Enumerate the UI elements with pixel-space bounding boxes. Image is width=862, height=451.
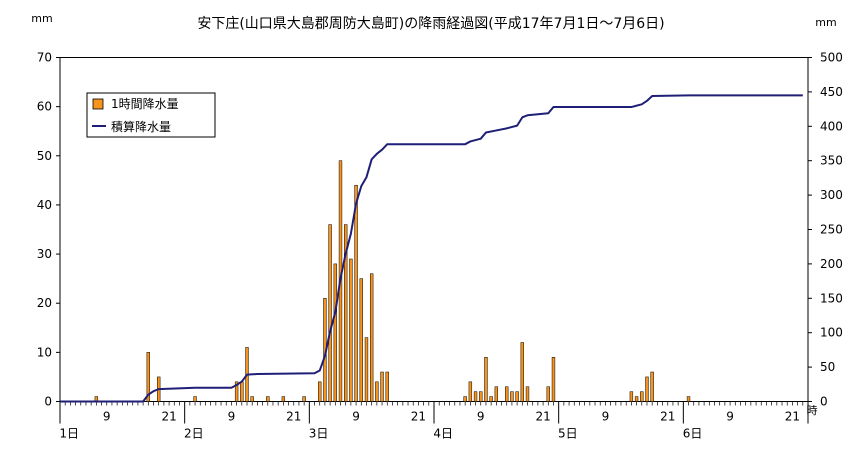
right-tick-label: 500 (820, 51, 843, 65)
legend-box (86, 92, 216, 138)
hourly-rainfall-bars (94, 160, 691, 402)
x-hour-label: 9 (602, 410, 610, 424)
legend-line-label: 積算降水量 (111, 119, 171, 134)
left-tick-label: 60 (37, 100, 52, 114)
rainfall-bar (479, 391, 483, 402)
x-hour-label: 9 (726, 410, 734, 424)
x-hour-label: 21 (535, 410, 550, 424)
cumulative-rainfall-line (60, 94, 803, 403)
right-tick-label: 300 (820, 188, 843, 202)
x-day-label: 2日 (184, 427, 204, 441)
x-day-label: 5日 (558, 427, 578, 441)
rainfall-bar (640, 391, 644, 402)
right-axis: 0 50 100 150 200 250 300 350 400 450 500 (808, 51, 843, 409)
rainfall-bar (385, 371, 389, 402)
rainfall-bar (645, 376, 649, 402)
rainfall-bar (510, 391, 514, 402)
legend-bar-label: 1時間降水量 (111, 97, 179, 111)
rainfall-bar (463, 396, 467, 402)
x-day-label: 6日 (683, 427, 703, 441)
rainfall-bar (369, 273, 374, 402)
left-tick-label: 30 (37, 247, 52, 261)
x-day-label: 3日 (309, 427, 329, 441)
rainfall-bar (302, 396, 306, 402)
rainfall-bar (359, 278, 363, 402)
right-tick-label: 100 (820, 326, 843, 340)
rainfall-bar (333, 263, 337, 402)
right-tick-label: 450 (820, 85, 843, 99)
x-hour-label: 9 (352, 410, 360, 424)
rainfall-bar (489, 396, 493, 402)
rainfall-bar (546, 386, 550, 402)
x-axis: 9 21 9 21 9 21 9 21 9 21 9 21 1日 2日 3日 4日 5日 6日 (59, 401, 809, 441)
left-axis-unit: mm (31, 12, 52, 25)
left-axis: 0 10 20 30 40 50 60 70 (37, 51, 60, 409)
right-tick-label: 350 (820, 154, 843, 168)
legend-bar-swatch (92, 98, 104, 110)
right-tick-label: 200 (820, 257, 843, 271)
rainfall-bar (146, 352, 150, 402)
rainfall-bar (250, 396, 254, 402)
rainfall-bar (380, 371, 384, 402)
x-hour-label: 9 (228, 410, 236, 424)
right-axis-unit: mm (815, 16, 836, 29)
rainfall-bar (266, 396, 270, 402)
left-tick-label: 10 (37, 345, 52, 359)
rainfall-bar (375, 381, 379, 402)
rainfall-bar (505, 386, 509, 402)
rainfall-bar (634, 396, 639, 402)
x-day-label: 1日 (59, 427, 79, 441)
rainfall-bar (520, 342, 524, 402)
x-hour-label: 9 (103, 410, 111, 424)
x-hour-label: 9 (477, 410, 485, 424)
rainfall-bar (515, 391, 519, 402)
x-axis-unit: 時 (807, 404, 818, 417)
rainfall-bar (629, 391, 634, 402)
x-day-label: 4日 (433, 427, 453, 441)
right-tick-label: 250 (820, 223, 843, 237)
rainfall-bar (240, 381, 244, 402)
x-hour-label: 21 (411, 410, 426, 424)
legend: 1時間降水量 積算降水量 (86, 92, 216, 138)
rainfall-bar (349, 258, 353, 402)
right-tick-label: 400 (820, 119, 843, 133)
rainfall-bar (473, 391, 478, 402)
rainfall-bar (281, 396, 286, 402)
right-tick-label: 0 (820, 395, 828, 409)
rainfall-bar (234, 381, 239, 402)
rainfall-bar (344, 224, 348, 402)
rainfall-bar (484, 357, 488, 402)
rainfall-bar (468, 381, 473, 402)
rainfall-bar (551, 357, 556, 402)
left-tick-label: 70 (37, 51, 52, 65)
chart-title: 安下庄(山口県大島郡周防大島町)の降雨経過図(平成17年7月1日～7月6日) (197, 15, 664, 32)
rainfall-bar (354, 185, 358, 402)
right-tick-label: 50 (820, 360, 835, 374)
rainfall-bar (193, 396, 197, 402)
left-tick-label: 20 (37, 296, 52, 310)
rainfall-bar (494, 386, 499, 402)
left-tick-label: 40 (37, 198, 52, 212)
rainfall-bar (364, 337, 369, 402)
x-hour-label: 21 (660, 410, 675, 424)
x-hour-label: 21 (785, 410, 800, 424)
cumulative-line-path (60, 94, 803, 403)
right-tick-label: 150 (820, 291, 843, 305)
rainfall-bar (318, 381, 322, 402)
x-hour-label: 21 (286, 410, 301, 424)
rainfall-bar (686, 396, 691, 402)
x-hour-label: 21 (161, 410, 176, 424)
left-tick-label: 50 (37, 149, 52, 163)
rainfall-bar (525, 386, 530, 402)
rainfall-bar (650, 371, 654, 402)
left-tick-label: 0 (44, 395, 52, 409)
rainfall-bar (328, 224, 332, 402)
